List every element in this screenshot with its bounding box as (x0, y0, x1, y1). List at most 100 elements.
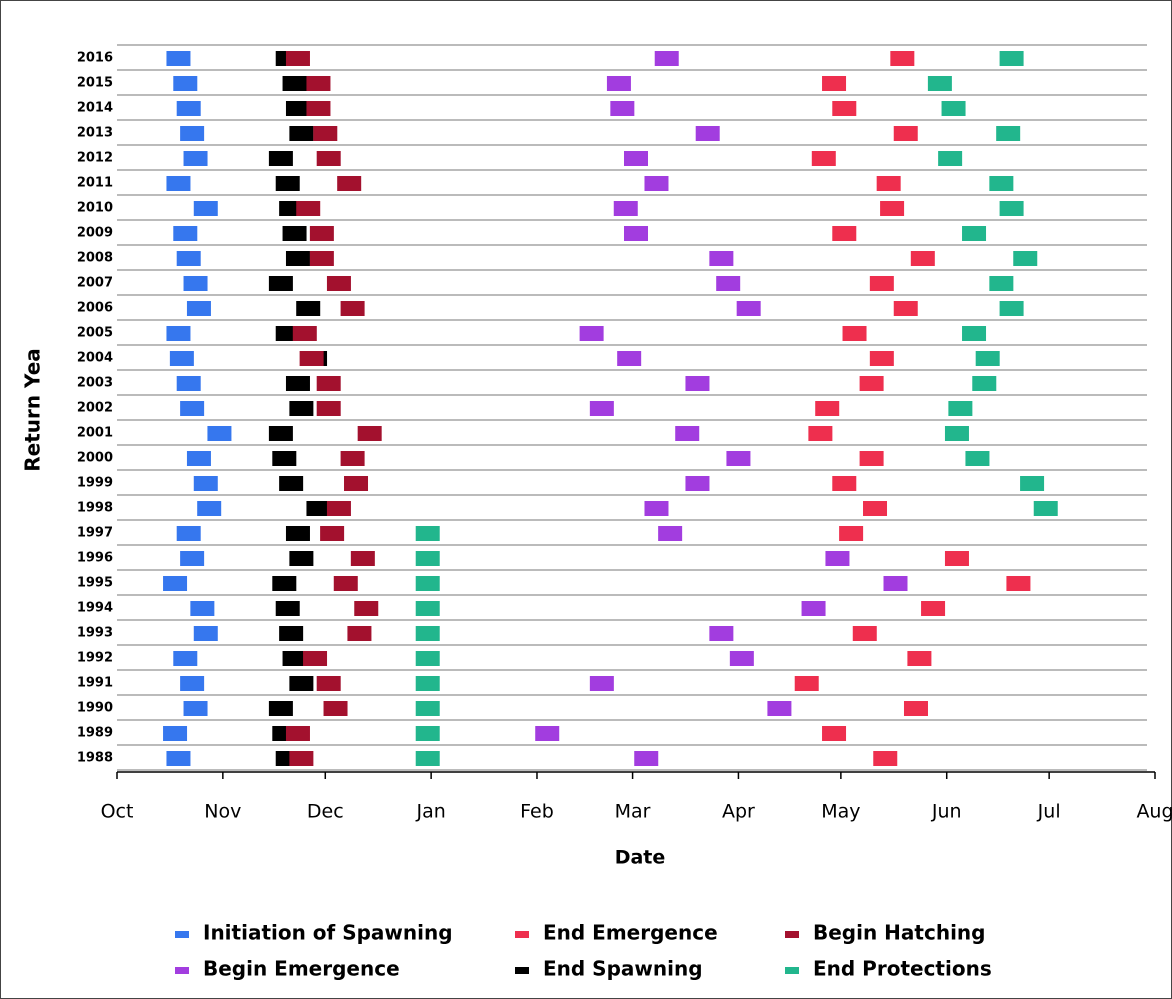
event-marker (289, 751, 314, 766)
legend-label: End Spawning (543, 957, 703, 981)
event-marker (822, 76, 847, 91)
event-marker (176, 376, 201, 391)
event-marker (279, 476, 304, 491)
event-marker (606, 76, 631, 91)
event-marker (285, 101, 310, 116)
event-marker (859, 451, 884, 466)
event-marker (1020, 476, 1045, 491)
event-marker (190, 601, 215, 616)
x-tick-label: Oct (101, 801, 134, 823)
legend-swatch (175, 931, 189, 938)
event-marker (415, 726, 440, 741)
event-marker (337, 176, 362, 191)
y-tick-label: 2000 (77, 451, 113, 466)
event-marker (535, 726, 560, 741)
event-marker (1033, 501, 1058, 516)
x-tick-label: Nov (204, 801, 241, 823)
event-marker (347, 626, 372, 641)
event-marker (883, 576, 908, 591)
event-marker (941, 101, 966, 116)
event-marker (999, 301, 1024, 316)
event-marker (962, 326, 987, 341)
event-marker (589, 401, 614, 416)
event-marker (296, 201, 321, 216)
event-marker (285, 51, 310, 66)
event-marker (357, 426, 382, 441)
event-marker (275, 601, 300, 616)
y-tick-label: 1990 (77, 701, 113, 716)
y-tick-label: 1995 (77, 576, 113, 591)
event-marker (320, 526, 345, 541)
event-marker (354, 601, 379, 616)
event-marker (166, 51, 191, 66)
event-marker (624, 226, 648, 241)
legend-swatch (785, 931, 799, 938)
legend-label: End Protections (813, 957, 992, 981)
event-marker (938, 151, 963, 166)
event-marker (197, 501, 222, 516)
event-marker (316, 676, 341, 691)
event-marker (927, 76, 952, 91)
event-marker (166, 176, 191, 191)
event-marker (173, 226, 198, 241)
x-tick-label: May (821, 801, 860, 823)
event-marker (415, 701, 440, 716)
event-marker (1013, 251, 1038, 266)
event-marker (999, 51, 1024, 66)
legend-swatch (515, 931, 529, 938)
event-marker (173, 651, 198, 666)
event-marker (907, 651, 932, 666)
legend-label: Begin Emergence (203, 957, 400, 981)
x-tick-label: Jan (415, 801, 445, 823)
event-marker (176, 251, 201, 266)
event-marker (415, 651, 440, 666)
legend-swatch (515, 967, 529, 974)
event-marker (289, 551, 314, 566)
event-marker (173, 76, 198, 91)
event-marker (832, 101, 857, 116)
event-marker (166, 751, 191, 766)
event-marker (289, 126, 314, 141)
event-marker (944, 426, 969, 441)
event-marker (415, 626, 440, 641)
event-marker (801, 601, 826, 616)
event-marker (999, 201, 1024, 216)
event-marker (163, 726, 188, 741)
event-marker (207, 426, 232, 441)
event-marker (183, 701, 208, 716)
event-marker (282, 226, 307, 241)
event-marker (326, 501, 351, 516)
event-marker (685, 376, 710, 391)
y-tick-label: 1993 (77, 626, 113, 641)
event-marker (323, 701, 348, 716)
event-marker (965, 451, 990, 466)
event-marker (333, 576, 358, 591)
event-marker (340, 451, 365, 466)
event-marker (176, 101, 201, 116)
event-marker (726, 451, 751, 466)
event-marker (839, 526, 864, 541)
event-marker (306, 76, 331, 91)
x-tick-label: Jul (1037, 801, 1061, 823)
event-marker (313, 126, 338, 141)
y-tick-label: 2011 (77, 176, 113, 191)
event-marker (166, 326, 191, 341)
event-marker (989, 176, 1014, 191)
event-marker (282, 76, 307, 91)
event-marker (180, 126, 205, 141)
x-tick-label: Jun (931, 801, 962, 823)
event-marker (709, 626, 734, 641)
event-marker (832, 226, 857, 241)
event-marker (180, 401, 205, 416)
event-marker (825, 551, 850, 566)
event-marker (1006, 576, 1031, 591)
event-marker (709, 251, 734, 266)
event-marker (613, 201, 638, 216)
y-tick-label: 2009 (77, 226, 113, 241)
y-tick-label: 2014 (77, 101, 113, 116)
event-marker (832, 476, 857, 491)
x-tick-label: Feb (520, 801, 554, 823)
event-marker (306, 101, 331, 116)
event-marker (309, 226, 334, 241)
legend-label: Begin Hatching (813, 921, 985, 945)
